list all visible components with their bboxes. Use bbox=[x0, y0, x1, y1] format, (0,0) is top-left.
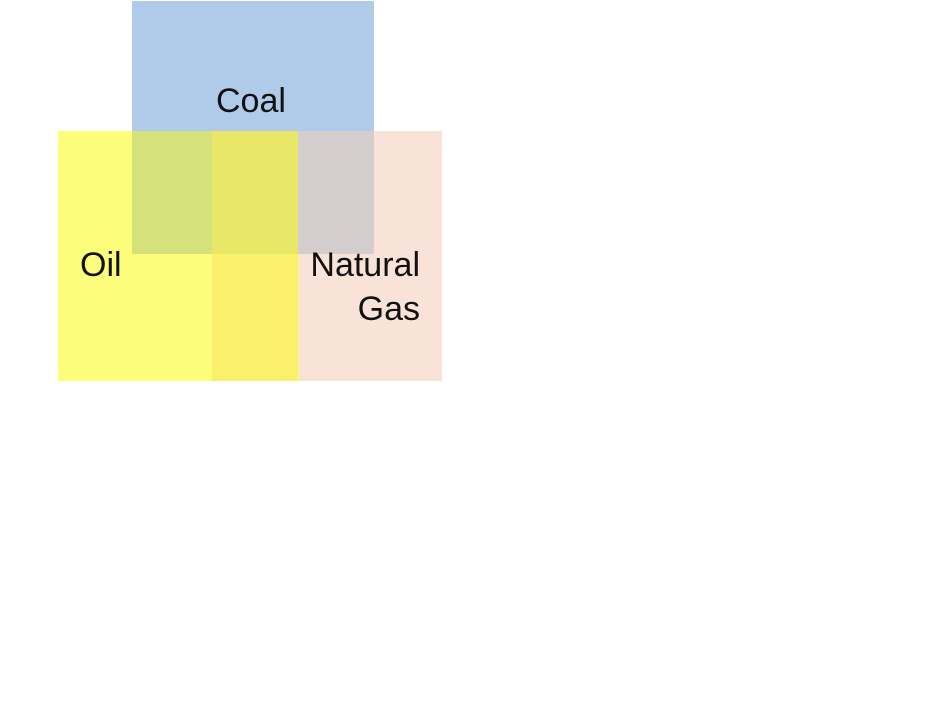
coal-gas-overlap-region bbox=[298, 131, 374, 254]
oil-label: Oil bbox=[80, 246, 122, 284]
natural-gas-label: Natural Gas bbox=[310, 246, 420, 328]
oil-gas-overlap-region bbox=[212, 254, 298, 381]
coal-oil-overlap-region bbox=[132, 131, 212, 254]
coal-label: Coal bbox=[216, 82, 286, 120]
coal-oil-gas-overlap-region bbox=[212, 131, 298, 254]
